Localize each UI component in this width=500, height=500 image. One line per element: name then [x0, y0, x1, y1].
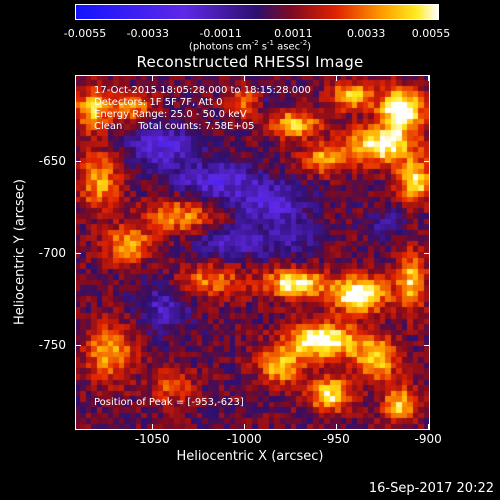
- x-tick-label: -1050: [134, 432, 170, 446]
- colorbar-tick-label: -0.0011: [199, 27, 242, 40]
- chart-title: Reconstructed RHESSI Image: [136, 53, 364, 71]
- peak-position-text: Position of Peak = [-953,-623]: [94, 397, 244, 408]
- y-tick-mark: [424, 345, 430, 346]
- y-tick-mark: [75, 345, 81, 346]
- x-tick-mark: [428, 424, 429, 430]
- y-axis-label: Heliocentric Y (arcsec): [12, 179, 28, 325]
- colorbar-tick-label: -0.0055: [63, 27, 107, 40]
- x-tick-label: -1000: [226, 432, 262, 446]
- footer-timestamp: 16-Sep-2017 20:22: [368, 481, 494, 496]
- x-tick-mark: [336, 424, 337, 430]
- x-tick-mark: [336, 75, 337, 81]
- y-tick-label: -650: [38, 154, 66, 169]
- heatmap-image: [75, 75, 430, 430]
- x-tick-label: -900: [414, 432, 442, 446]
- y-tick-mark: [75, 253, 81, 254]
- colorbar-tick-label: 0.0055: [411, 27, 451, 40]
- colorbar-tick-label: 0.0033: [346, 27, 386, 40]
- x-tick-mark: [244, 75, 245, 81]
- info-detectors: Detectors: 1F 5F 7F, Att 0: [94, 97, 223, 108]
- y-tick-mark: [75, 161, 81, 162]
- y-tick-label: -700: [38, 246, 66, 261]
- colorbar-tick-label: -0.0033: [126, 27, 170, 40]
- info-energy-range: Energy Range: 25.0 - 50.0 keV: [94, 109, 247, 120]
- x-axis-label: Heliocentric X (arcsec): [176, 449, 324, 464]
- y-tick-label: -750: [38, 338, 66, 353]
- y-tick-mark: [424, 253, 430, 254]
- x-tick-mark: [428, 75, 429, 81]
- x-tick-mark: [152, 75, 153, 81]
- info-total-counts: Clean Total counts: 7.58E+05: [94, 121, 255, 132]
- colorbar-tick-label: 0.0011: [274, 27, 313, 40]
- x-tick-mark: [152, 424, 153, 430]
- x-tick-mark: [244, 424, 245, 430]
- y-tick-mark: [424, 161, 430, 162]
- colorbar-units: (photons cm-2 s-1 asec-2): [188, 39, 312, 53]
- colorbar: [75, 4, 439, 20]
- info-time-range: 17-Oct-2015 18:05:28.000 to 18:15:28.000: [94, 85, 311, 96]
- x-tick-label: -950: [322, 432, 350, 446]
